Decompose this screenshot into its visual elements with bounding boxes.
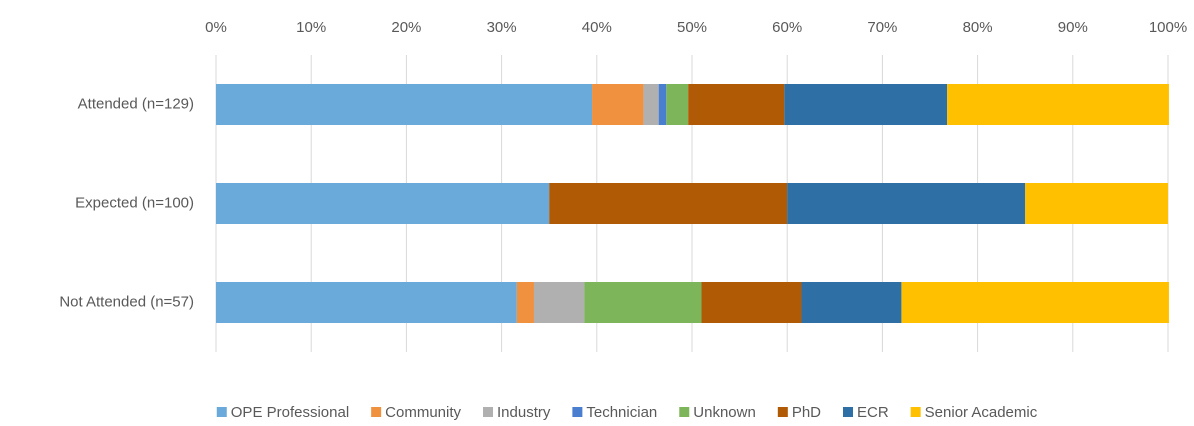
x-tick-label: 60% [772, 19, 802, 36]
x-tick-label: 70% [867, 19, 897, 36]
bar-segment [516, 282, 534, 323]
legend-swatch [483, 407, 494, 417]
bar-segment [658, 84, 667, 125]
bar-segment [584, 282, 702, 323]
legend-swatch [843, 407, 853, 417]
legend-label: Community [385, 404, 461, 421]
bar-segment [787, 183, 1026, 224]
bar-segment [643, 84, 659, 125]
bar-segment [701, 282, 802, 323]
x-tick-label: 100% [1149, 19, 1187, 36]
legend-swatch [777, 407, 788, 417]
bar-segment [216, 84, 593, 125]
legend-label: Unknown [693, 404, 756, 421]
bar-segment [801, 282, 902, 323]
bar-segment [549, 183, 788, 224]
legend-label: Industry [497, 404, 551, 421]
legend-label: ECR [857, 404, 889, 421]
x-tick-label: 10% [296, 19, 326, 36]
legend-label: Senior Academic [925, 404, 1038, 421]
y-tick-label: Attended (n=129) [78, 95, 194, 112]
x-tick-label: 30% [487, 19, 517, 36]
legend-label: PhD [792, 404, 821, 421]
legend-swatch [910, 407, 921, 417]
bar-segment [784, 84, 948, 125]
bar-segment [216, 183, 550, 224]
y-tick-label: Expected (n=100) [75, 194, 194, 211]
x-tick-label: 20% [391, 19, 421, 36]
x-tick-label: 50% [677, 19, 707, 36]
bar-segment [901, 282, 1169, 323]
x-tick-label: 40% [582, 19, 612, 36]
legend-label: OPE Professional [231, 404, 349, 421]
legend-swatch [572, 407, 583, 417]
bar-segment [666, 84, 689, 125]
bar-segment [1025, 183, 1168, 224]
legend-swatch [679, 407, 690, 417]
x-tick-label: 90% [1058, 19, 1088, 36]
legend-swatch [216, 407, 227, 417]
legend-swatch [371, 407, 382, 417]
legend-label: Technician [586, 404, 657, 421]
bar-segment [533, 282, 585, 323]
x-tick-label: 0% [205, 19, 227, 36]
bar-segment [592, 84, 644, 125]
x-tick-label: 80% [963, 19, 993, 36]
bar-segment [216, 282, 517, 323]
bar-segment [947, 84, 1169, 125]
y-tick-label: Not Attended (n=57) [59, 293, 194, 310]
bar-segment [688, 84, 785, 125]
